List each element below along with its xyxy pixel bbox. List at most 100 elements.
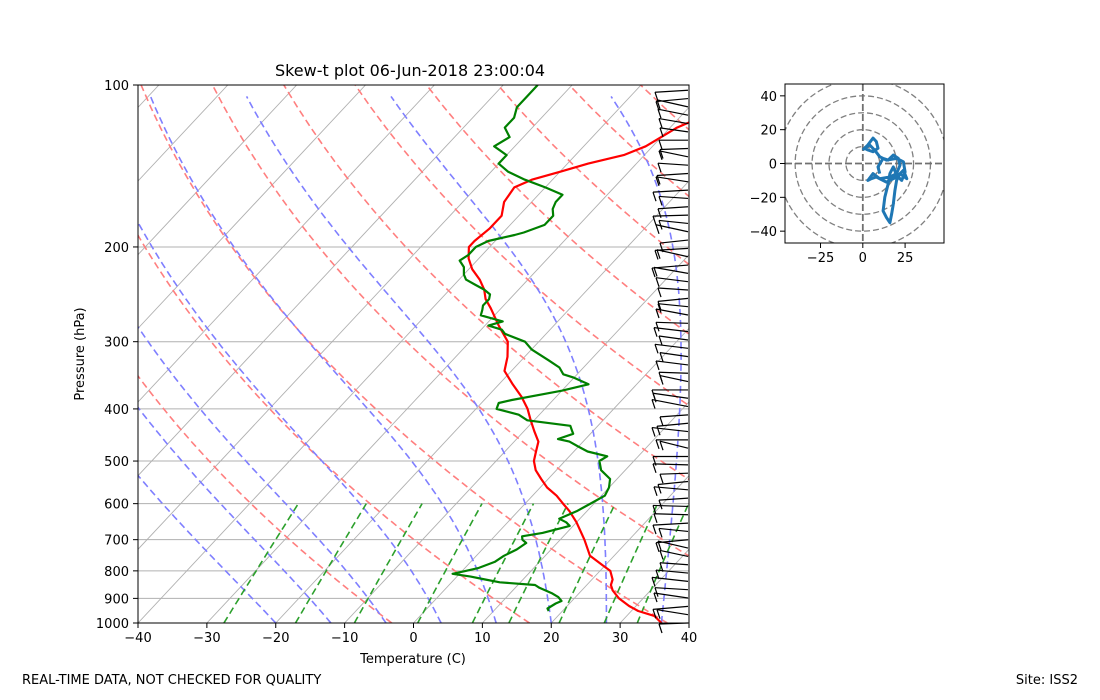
isotherm-line (206, 106, 689, 623)
wind-barb-feather (655, 360, 660, 371)
wind-barb-feather (659, 416, 664, 427)
y-axis-label: Pressure (hPa) (73, 307, 88, 400)
isotherm-line (138, 85, 504, 477)
isotherm-line (138, 85, 297, 256)
wind-barb (656, 422, 689, 427)
wind-barb-feather (651, 577, 656, 587)
wind-barb-feather (657, 303, 662, 313)
wind-barb (659, 472, 689, 475)
wind-barb-feather (659, 352, 664, 362)
isotherm-line (619, 548, 689, 623)
wind-barb-feather (658, 372, 663, 382)
wind-barb-feather (653, 327, 658, 337)
wind-barb-feather (653, 592, 658, 603)
wind-barb-feather (651, 427, 656, 437)
wind-barb (655, 360, 689, 366)
sounding-series (451, 85, 689, 623)
y-tick-label: 300 (104, 336, 129, 351)
wind-barb-feather (655, 439, 660, 450)
y-axis-ticks: 100 200 300 400 500 600 700 800 900 1000 (96, 79, 138, 632)
wind-barb (652, 214, 689, 217)
wind-barb (658, 219, 689, 225)
wind-barb-feather (659, 127, 664, 138)
wind-barb-feather (655, 101, 660, 111)
wind-barb-feather (654, 344, 659, 354)
isotherm-line (138, 85, 229, 182)
hodograph-y-tick-label: 40 (760, 90, 777, 105)
wind-barb-feather (652, 456, 657, 466)
y-tick-label: 700 (104, 534, 129, 549)
wind-barb (654, 247, 689, 252)
isotherm-line (688, 622, 689, 623)
wind-barb-feather (658, 499, 663, 510)
x-axis-ticks: −40 −30 −20 −10 0 10 20 30 40 (124, 623, 697, 646)
mixing-ratio-line (353, 503, 423, 623)
wind-barb-feather (652, 524, 657, 535)
wind-barb-feather (652, 505, 657, 515)
hodograph-y-tick-label: −20 (750, 191, 777, 206)
mixing-ratio-line (558, 503, 616, 623)
wind-barb-feather (657, 484, 662, 494)
moist-adiabat-line (610, 95, 682, 623)
wind-barb (654, 587, 689, 591)
wind-barb (658, 150, 689, 158)
wind-barb (652, 605, 689, 610)
isotherm-line (275, 180, 689, 623)
x-tick-label: 30 (612, 631, 629, 646)
wind-barb-feather (651, 267, 656, 278)
x-tick-label: 0 (409, 631, 417, 646)
wind-barb-feather (655, 277, 660, 287)
wind-barb (659, 127, 689, 133)
wind-barb-feather (655, 308, 660, 319)
wind-barb-feather (659, 562, 664, 572)
wind-barb (652, 463, 689, 466)
hodograph-y-tick-label: 20 (760, 124, 777, 139)
wind-barb-feather (655, 176, 660, 187)
wind-barb (658, 497, 689, 501)
wind-barb-feather (659, 242, 664, 253)
wind-barb (657, 162, 689, 166)
quality-disclaimer: REAL-TIME DATA, NOT CHECKED FOR QUALITY (22, 673, 322, 688)
hodograph-y-tick-label: −40 (750, 225, 777, 240)
y-tick-label: 200 (104, 241, 129, 256)
hodograph-trace-group (861, 136, 909, 225)
wind-barb-feather (659, 550, 664, 560)
wind-barb (652, 189, 689, 193)
wind-barb (655, 539, 689, 544)
wind-barb (658, 527, 689, 533)
wind-barb-feather (658, 140, 663, 150)
y-tick-label: 1000 (96, 617, 129, 632)
wind-barb-feather (658, 220, 663, 230)
y-tick-label: 500 (104, 455, 129, 470)
dry-adiabat-line (354, 85, 689, 407)
wind-barb (659, 440, 689, 449)
moist-adiabat-line (138, 406, 332, 623)
isotherm-line (138, 85, 366, 330)
wind-barb (653, 513, 689, 516)
wind-barb (656, 172, 689, 177)
moist-adiabat-line (245, 96, 553, 623)
wind-barb (657, 297, 689, 302)
wind-barb (655, 97, 689, 103)
wind-barb (655, 277, 689, 283)
chart-title: Skew-t plot 06-Jun-2018 23:00:04 (275, 61, 545, 80)
wind-barb-feather (651, 399, 656, 409)
wind-barb-feather (656, 609, 661, 619)
skewt-panel: −40 −30 −20 −10 0 10 20 30 40 100200300400500600… (73, 61, 697, 667)
isotherm-line (138, 85, 435, 403)
wind-barb-feather (658, 118, 663, 128)
dewpoint-profile (451, 85, 612, 612)
y-tick-label: 900 (104, 592, 129, 607)
wind-barb-feather (653, 513, 658, 523)
wind-barb-feather (657, 162, 662, 173)
wind-barb-feather (655, 569, 660, 580)
hodograph-x-tick-label: −25 (807, 251, 834, 266)
mixing-ratio-line (416, 503, 483, 623)
wind-barb (656, 609, 689, 616)
wind-barb-feather (657, 287, 662, 298)
wind-barb (659, 562, 689, 566)
x-tick-label: −40 (124, 631, 151, 646)
wind-barb (657, 303, 689, 308)
wind-barb-feather (655, 542, 660, 552)
